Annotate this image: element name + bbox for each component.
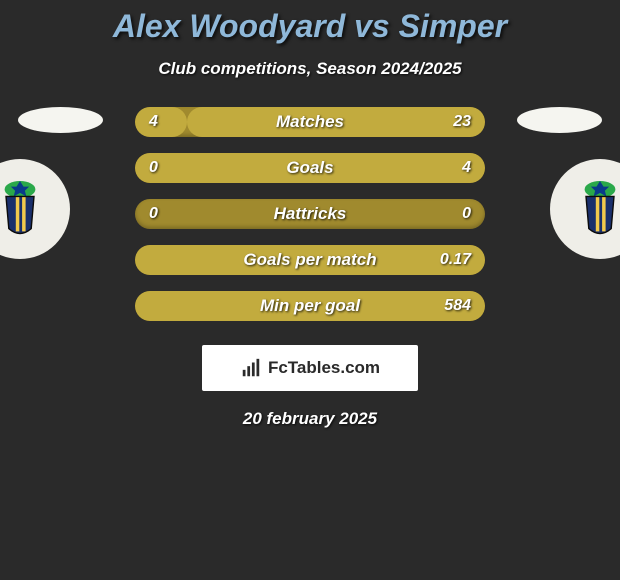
date-text: 20 february 2025 bbox=[0, 409, 620, 429]
stat-row: Min per goal584 bbox=[135, 291, 485, 321]
page-title: Alex Woodyard vs Simper bbox=[0, 0, 620, 45]
club-crest-icon bbox=[0, 174, 55, 244]
stat-label: Matches bbox=[135, 107, 485, 137]
crest-left bbox=[0, 159, 70, 259]
brand-text: FcTables.com bbox=[268, 358, 380, 378]
stat-label: Goals per match bbox=[135, 245, 485, 275]
subtitle: Club competitions, Season 2024/2025 bbox=[0, 59, 620, 79]
stat-row: Goals per match0.17 bbox=[135, 245, 485, 275]
flag-right bbox=[517, 107, 602, 133]
stat-value-right: 4 bbox=[462, 153, 471, 183]
stat-label: Hattricks bbox=[135, 199, 485, 229]
stat-value-left: 0 bbox=[149, 153, 158, 183]
stat-label: Min per goal bbox=[135, 291, 485, 321]
flag-left bbox=[18, 107, 103, 133]
stat-row: Goals0 4 bbox=[135, 153, 485, 183]
stat-bars: Matches423Goals04Hattricks00Goals per ma… bbox=[135, 107, 485, 337]
stat-value-right: 0 bbox=[462, 199, 471, 229]
bar-chart-icon bbox=[240, 357, 262, 379]
stat-value-left: 4 bbox=[149, 107, 158, 137]
stat-row: Hattricks0 0 bbox=[135, 199, 485, 229]
crest-right bbox=[550, 159, 620, 259]
stat-value-right: 0.17 bbox=[440, 245, 471, 275]
stat-row: Matches4 23 bbox=[135, 107, 485, 137]
brand-box: FcTables.com bbox=[202, 345, 418, 391]
stat-value-right: 584 bbox=[444, 291, 471, 321]
stat-value-left: 0 bbox=[149, 199, 158, 229]
stat-label: Goals bbox=[135, 153, 485, 183]
club-crest-icon bbox=[565, 174, 620, 244]
stat-value-right: 23 bbox=[453, 107, 471, 137]
comparison-arena: Matches423Goals04Hattricks00Goals per ma… bbox=[0, 107, 620, 337]
